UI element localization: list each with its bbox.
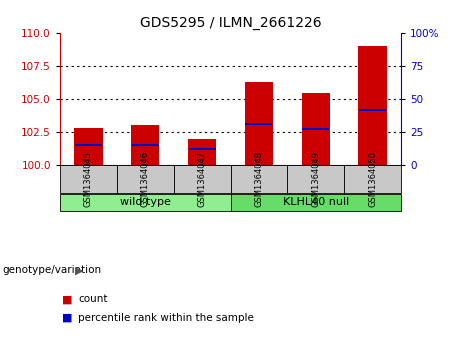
Text: GSM1364049: GSM1364049 [311, 151, 320, 207]
Bar [301, 93, 330, 165]
Text: ■: ■ [62, 294, 73, 305]
Bar [132, 144, 159, 146]
Text: genotype/variation: genotype/variation [2, 265, 101, 276]
Text: GSM1364050: GSM1364050 [368, 151, 377, 207]
Text: wild type: wild type [120, 197, 171, 207]
Bar [131, 125, 160, 165]
Bar [74, 128, 102, 165]
Bar [188, 139, 216, 165]
Text: ■: ■ [62, 313, 73, 323]
Bar [359, 109, 386, 110]
Text: percentile rank within the sample: percentile rank within the sample [78, 313, 254, 323]
Bar [230, 194, 401, 211]
Text: KLHL40 null: KLHL40 null [283, 197, 349, 207]
Text: GSM1364048: GSM1364048 [254, 151, 263, 207]
Bar [60, 194, 230, 211]
Text: GSM1364045: GSM1364045 [84, 151, 93, 207]
Text: GSM1364047: GSM1364047 [198, 151, 207, 207]
Bar [174, 165, 230, 193]
Bar [245, 123, 272, 125]
Bar [358, 46, 387, 165]
Text: GSM1364046: GSM1364046 [141, 151, 150, 207]
Title: GDS5295 / ILMN_2661226: GDS5295 / ILMN_2661226 [140, 16, 321, 30]
Bar [75, 144, 102, 146]
Bar [344, 165, 401, 193]
Text: count: count [78, 294, 108, 305]
Text: ▶: ▶ [75, 265, 83, 276]
Bar [302, 128, 329, 130]
Bar [117, 165, 174, 193]
Bar [245, 82, 273, 165]
Bar [287, 165, 344, 193]
Bar [230, 165, 287, 193]
Bar [60, 165, 117, 193]
Bar [189, 148, 216, 150]
